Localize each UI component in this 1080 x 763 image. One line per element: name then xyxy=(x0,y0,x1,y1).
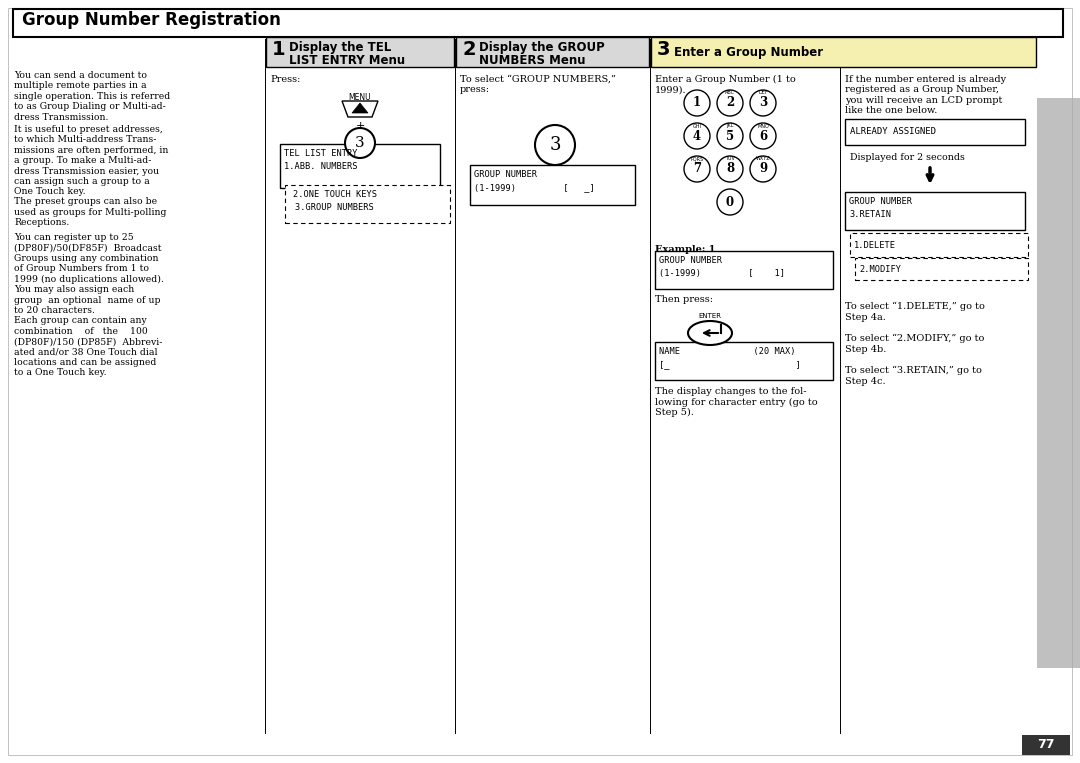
Text: ABC: ABC xyxy=(725,91,735,95)
FancyBboxPatch shape xyxy=(850,233,1028,257)
Circle shape xyxy=(684,90,710,116)
Text: Display the TEL: Display the TEL xyxy=(289,41,391,54)
FancyBboxPatch shape xyxy=(266,37,454,67)
FancyBboxPatch shape xyxy=(1022,735,1070,755)
FancyBboxPatch shape xyxy=(285,185,450,223)
FancyBboxPatch shape xyxy=(855,258,1028,280)
FancyBboxPatch shape xyxy=(1037,98,1080,668)
Text: GROUP NUMBER: GROUP NUMBER xyxy=(474,170,537,179)
Text: TUV: TUV xyxy=(725,156,734,162)
Text: MENU: MENU xyxy=(349,93,372,102)
Text: MNO: MNO xyxy=(757,124,769,128)
Circle shape xyxy=(717,156,743,182)
FancyBboxPatch shape xyxy=(845,119,1025,145)
Text: 2: 2 xyxy=(726,96,734,110)
Text: 5: 5 xyxy=(726,130,734,143)
Text: 7: 7 xyxy=(693,163,701,175)
FancyBboxPatch shape xyxy=(456,37,649,67)
Text: ALREADY ASSIGNED: ALREADY ASSIGNED xyxy=(850,127,936,137)
Text: Enter a Group Number (1 to
1999).: Enter a Group Number (1 to 1999). xyxy=(654,75,796,95)
Text: Press:: Press: xyxy=(270,75,300,84)
Text: It is useful to preset addresses,
to which Multi-address Trans-
missions are oft: It is useful to preset addresses, to whi… xyxy=(14,125,168,196)
Text: Display the GROUP: Display the GROUP xyxy=(480,41,605,54)
Text: NAME              (20 MAX): NAME (20 MAX) xyxy=(659,347,796,356)
Text: GHI: GHI xyxy=(692,124,702,128)
Text: 6: 6 xyxy=(759,130,767,143)
Circle shape xyxy=(750,123,777,149)
Text: 2.ONE TOUCH KEYS: 2.ONE TOUCH KEYS xyxy=(293,190,377,199)
Text: 9: 9 xyxy=(759,163,767,175)
Text: To select “GROUP NUMBERS,”
press:: To select “GROUP NUMBERS,” press: xyxy=(460,75,616,95)
Text: DEF: DEF xyxy=(758,91,768,95)
Text: PQRS: PQRS xyxy=(690,156,703,162)
Polygon shape xyxy=(352,103,368,113)
Polygon shape xyxy=(342,101,378,117)
Text: You can send a document to
multiple remote parties in a
single operation. This i: You can send a document to multiple remo… xyxy=(14,71,171,121)
FancyBboxPatch shape xyxy=(845,192,1025,230)
Text: 1: 1 xyxy=(693,96,701,110)
Circle shape xyxy=(717,189,743,215)
Text: Then press:: Then press: xyxy=(654,295,713,304)
Text: Enter a Group Number: Enter a Group Number xyxy=(674,46,823,59)
Ellipse shape xyxy=(688,321,732,345)
Text: If the number entered is already
registered as a Group Number,
you will receive : If the number entered is already registe… xyxy=(845,75,1007,115)
Text: [_                        ]: [_ ] xyxy=(659,360,800,369)
Text: Group Number Registration: Group Number Registration xyxy=(22,11,281,29)
Text: JKL: JKL xyxy=(726,124,733,128)
Circle shape xyxy=(535,125,575,165)
Text: 3: 3 xyxy=(759,96,767,110)
Text: (1-1999)         [   _]: (1-1999) [ _] xyxy=(474,183,595,192)
Text: NUMBERS Menu: NUMBERS Menu xyxy=(480,54,585,67)
Text: 3: 3 xyxy=(355,136,365,150)
FancyBboxPatch shape xyxy=(13,9,1063,37)
Text: 1: 1 xyxy=(272,40,285,59)
Text: ENTER: ENTER xyxy=(699,313,721,319)
Text: 8: 8 xyxy=(726,163,734,175)
Text: You can register up to 25
(DP80F)/50(DF85F)  Broadcast
Groups using any combinat: You can register up to 25 (DP80F)/50(DF8… xyxy=(14,233,164,378)
Text: To select “1.DELETE,” go to
Step 4a.: To select “1.DELETE,” go to Step 4a. xyxy=(845,302,985,322)
Text: 3: 3 xyxy=(550,136,561,154)
FancyBboxPatch shape xyxy=(654,251,833,289)
Text: WXYZ: WXYZ xyxy=(756,156,770,162)
Circle shape xyxy=(750,156,777,182)
FancyBboxPatch shape xyxy=(470,165,635,205)
FancyBboxPatch shape xyxy=(651,37,1036,67)
Text: +: + xyxy=(355,121,365,131)
Text: LIST ENTRY Menu: LIST ENTRY Menu xyxy=(289,54,405,67)
Text: 3.GROUP NUMBERS: 3.GROUP NUMBERS xyxy=(295,203,374,212)
Text: (1-1999)         [    1]: (1-1999) [ 1] xyxy=(659,269,785,278)
Text: 3: 3 xyxy=(657,40,671,59)
Circle shape xyxy=(717,90,743,116)
Circle shape xyxy=(750,90,777,116)
Text: To select “3.RETAIN,” go to
Step 4c.: To select “3.RETAIN,” go to Step 4c. xyxy=(845,366,982,386)
Circle shape xyxy=(345,128,375,158)
FancyBboxPatch shape xyxy=(280,144,440,188)
Text: TEL LIST ENTRY: TEL LIST ENTRY xyxy=(284,149,357,158)
Circle shape xyxy=(717,123,743,149)
Text: GROUP NUMBER: GROUP NUMBER xyxy=(659,256,723,265)
Text: 1.ABB. NUMBERS: 1.ABB. NUMBERS xyxy=(284,162,357,171)
Circle shape xyxy=(684,123,710,149)
Text: 77: 77 xyxy=(1037,739,1055,752)
Text: To select “2.MODIFY,” go to
Step 4b.: To select “2.MODIFY,” go to Step 4b. xyxy=(845,334,984,354)
Text: The display changes to the fol-
lowing for character entry (go to
Step 5).: The display changes to the fol- lowing f… xyxy=(654,387,818,417)
Text: 2.MODIFY: 2.MODIFY xyxy=(859,265,901,273)
FancyBboxPatch shape xyxy=(654,342,833,380)
Text: 2: 2 xyxy=(462,40,475,59)
Text: 4: 4 xyxy=(693,130,701,143)
Circle shape xyxy=(684,156,710,182)
Text: The preset groups can also be
used as groups for Multi-polling
Receptions.: The preset groups can also be used as gr… xyxy=(14,198,166,227)
Text: 0: 0 xyxy=(726,195,734,208)
Text: 3.RETAIN: 3.RETAIN xyxy=(849,210,891,219)
Text: 1.DELETE: 1.DELETE xyxy=(854,240,896,250)
Text: GROUP NUMBER: GROUP NUMBER xyxy=(849,197,912,206)
Text: Displayed for 2 seconds: Displayed for 2 seconds xyxy=(850,153,964,163)
Text: Example: 1: Example: 1 xyxy=(654,245,715,254)
